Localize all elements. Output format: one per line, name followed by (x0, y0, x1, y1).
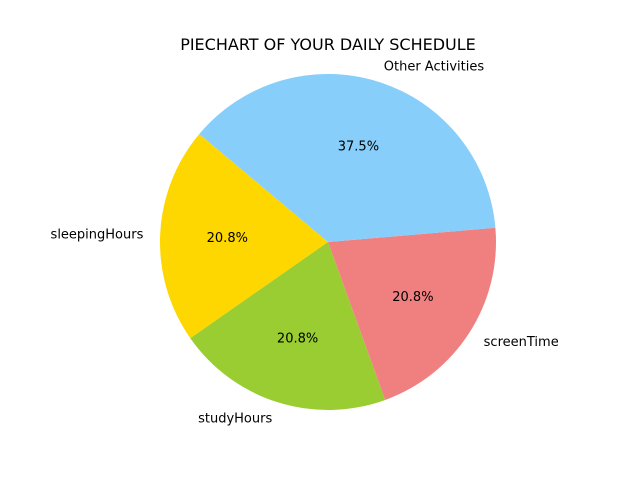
percent-label-studyhours: 20.8% (277, 332, 318, 347)
chart-title: PIECHART OF YOUR DAILY SCHEDULE (180, 35, 476, 54)
percent-label-sleepinghours: 20.8% (207, 231, 248, 246)
pie-slice-sleepinghours (160, 134, 328, 339)
percent-label-screentime: 20.8% (392, 290, 433, 305)
pie-slice-studyhours (190, 242, 386, 410)
pie-slice-screentime (328, 227, 496, 400)
pie-labels: sleepingHours 20.8% studyHours 20.8% screenT… (51, 59, 559, 426)
slice-label-studyhours: studyHours (198, 412, 272, 427)
pie-slices (160, 73, 496, 410)
percent-label-other-activities: 37.5% (338, 139, 379, 154)
slice-label-screentime: screenTime (484, 335, 559, 350)
slice-label-other-activities: Other Activities (384, 59, 485, 74)
pie-slice-other-activities (199, 73, 496, 242)
slice-label-sleepinghours: sleepingHours (51, 227, 144, 242)
